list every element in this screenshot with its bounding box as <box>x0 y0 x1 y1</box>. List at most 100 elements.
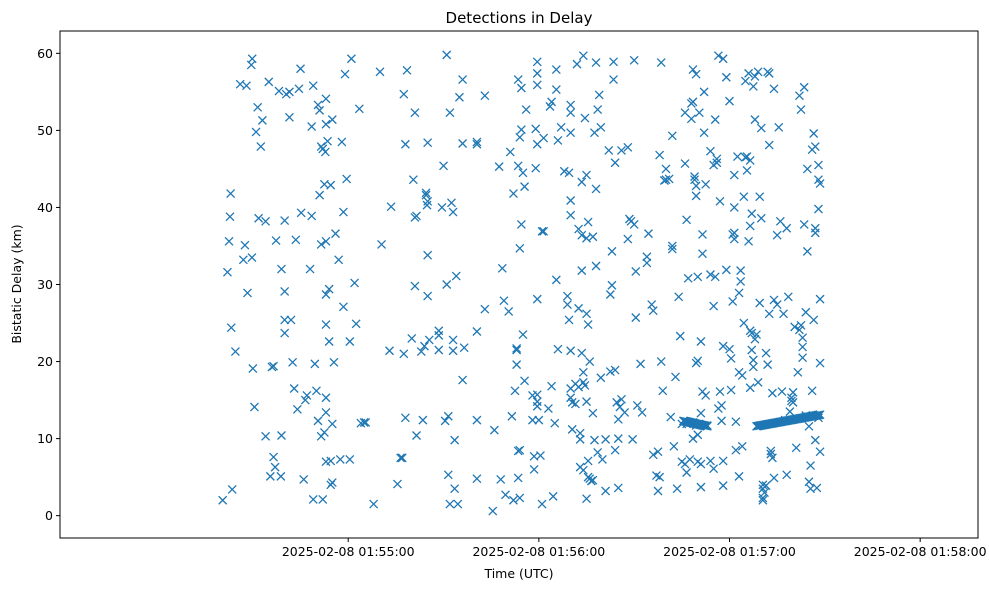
data-point <box>553 135 563 145</box>
data-point <box>556 122 566 132</box>
data-point <box>667 244 677 254</box>
data-point <box>675 331 685 341</box>
data-point <box>725 96 734 106</box>
data-point <box>423 250 433 260</box>
data-point <box>247 54 257 64</box>
data-point <box>442 280 452 289</box>
data-point <box>480 91 490 101</box>
data-point <box>225 212 235 222</box>
data-point <box>729 228 739 238</box>
data-point <box>324 337 334 346</box>
data-point <box>501 490 510 500</box>
data-point <box>760 488 769 497</box>
data-point <box>520 182 530 192</box>
data-point <box>691 191 701 201</box>
data-point <box>397 453 407 463</box>
data-point <box>321 94 331 104</box>
y-tick-label: 20 <box>37 354 53 369</box>
data-point <box>305 264 315 274</box>
data-point <box>761 481 771 491</box>
data-point <box>521 105 531 115</box>
data-point <box>537 226 547 236</box>
data-point <box>472 139 482 149</box>
data-point <box>779 309 788 319</box>
data-point <box>351 319 361 329</box>
data-point <box>718 341 728 351</box>
data-point <box>439 161 448 171</box>
data-point <box>632 401 642 410</box>
data-point <box>308 81 318 91</box>
data-point <box>691 181 701 191</box>
data-point <box>434 345 444 355</box>
data-point <box>443 470 453 480</box>
data-point <box>354 104 364 114</box>
data-point <box>445 499 455 509</box>
data-point <box>698 249 707 259</box>
data-point <box>308 495 318 504</box>
data-point <box>269 361 278 371</box>
data-point <box>642 258 652 268</box>
data-point <box>601 486 611 496</box>
data-point <box>690 172 700 182</box>
data-point <box>564 168 574 178</box>
data-point <box>532 80 542 90</box>
data-point <box>551 275 561 285</box>
data-point <box>794 91 804 101</box>
data-point <box>224 236 234 246</box>
data-point <box>734 471 744 481</box>
data-point <box>712 158 722 168</box>
data-point <box>226 189 236 199</box>
data-point <box>412 211 421 221</box>
data-point <box>764 309 774 319</box>
data-point <box>402 65 412 75</box>
data-point <box>612 397 622 407</box>
data-point <box>577 177 587 187</box>
plot-area-frame <box>59 30 979 539</box>
data-point <box>345 454 355 464</box>
data-point <box>764 140 774 150</box>
data-point <box>664 174 674 184</box>
data-point <box>516 83 526 93</box>
data-point <box>661 175 671 185</box>
data-point <box>605 290 615 299</box>
data-point <box>505 147 515 157</box>
data-point <box>744 236 754 246</box>
data-point <box>513 161 523 171</box>
data-point <box>815 410 825 420</box>
data-point <box>324 284 334 294</box>
data-point <box>472 137 482 147</box>
data-point <box>620 407 630 417</box>
data-point <box>788 387 798 397</box>
data-point <box>280 286 290 296</box>
data-point <box>785 407 795 417</box>
data-point <box>774 122 784 132</box>
data-point <box>520 376 530 386</box>
data-point <box>777 387 787 397</box>
data-point <box>782 223 792 233</box>
data-point <box>729 170 739 180</box>
data-point <box>753 377 763 387</box>
data-point <box>321 236 331 246</box>
data-point <box>454 92 464 102</box>
data-point <box>655 472 665 482</box>
data-point <box>424 335 434 345</box>
data-point <box>504 307 514 316</box>
data-point <box>694 108 704 118</box>
data-point <box>593 448 603 457</box>
data-point <box>392 479 402 489</box>
data-points <box>218 50 825 516</box>
data-point <box>731 445 741 455</box>
data-point <box>331 229 340 239</box>
data-point <box>566 196 576 205</box>
data-point <box>748 362 758 372</box>
data-point <box>459 343 469 353</box>
data-point <box>813 410 823 420</box>
data-point <box>518 330 528 340</box>
data-point <box>329 357 339 367</box>
data-point <box>666 412 676 422</box>
data-point <box>318 495 328 504</box>
data-point <box>718 54 728 64</box>
data-point <box>247 253 257 262</box>
data-point <box>769 295 779 305</box>
data-point <box>257 115 267 125</box>
